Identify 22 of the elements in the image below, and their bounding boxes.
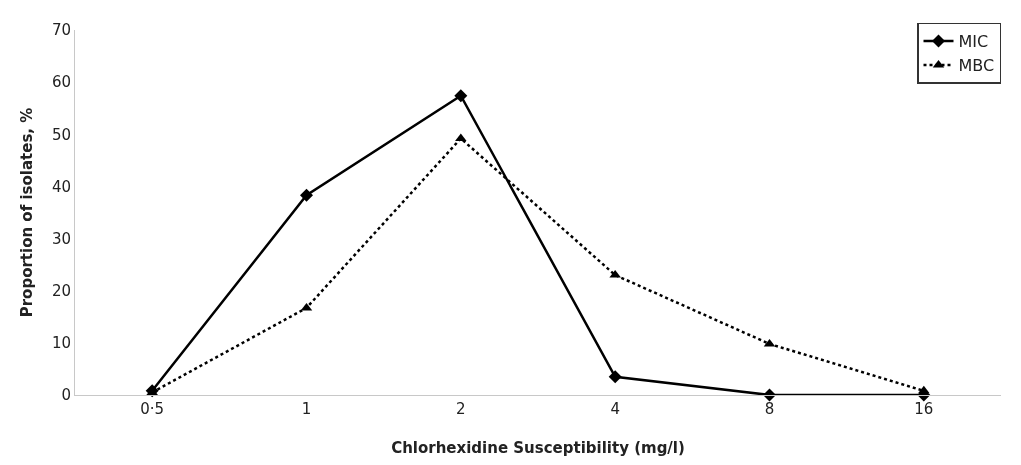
point — [300, 188, 313, 202]
y-tick-label: 20 — [51, 281, 71, 300]
y-tick-label: 40 — [51, 177, 71, 196]
point — [454, 89, 468, 103]
x-axis-title: Chlorhexidine Susceptibility (mg/l) — [391, 439, 685, 457]
x-tick-label: 0·5 — [140, 400, 165, 418]
point — [918, 385, 930, 394]
y-tick-label: 70 — [51, 21, 71, 40]
point — [608, 370, 622, 384]
x-tick-label: 8 — [764, 400, 775, 418]
x-tick-label: 2 — [456, 400, 466, 418]
y-tick-label: 10 — [51, 334, 71, 353]
y-tick-label: 30 — [51, 229, 71, 248]
legend-label: MBC — [958, 56, 995, 76]
legend-label: MIC — [958, 32, 989, 52]
y-tick-label: 60 — [51, 73, 71, 92]
x-tick-label: 16 — [914, 400, 934, 418]
y-axis-title: Proportion of isolates, % — [18, 107, 37, 318]
x-tick-label: 4 — [610, 400, 620, 418]
x-tick-label: 1 — [301, 400, 312, 418]
y-tick-label: 50 — [51, 125, 71, 144]
y-tick-label: 0 — [61, 386, 71, 405]
